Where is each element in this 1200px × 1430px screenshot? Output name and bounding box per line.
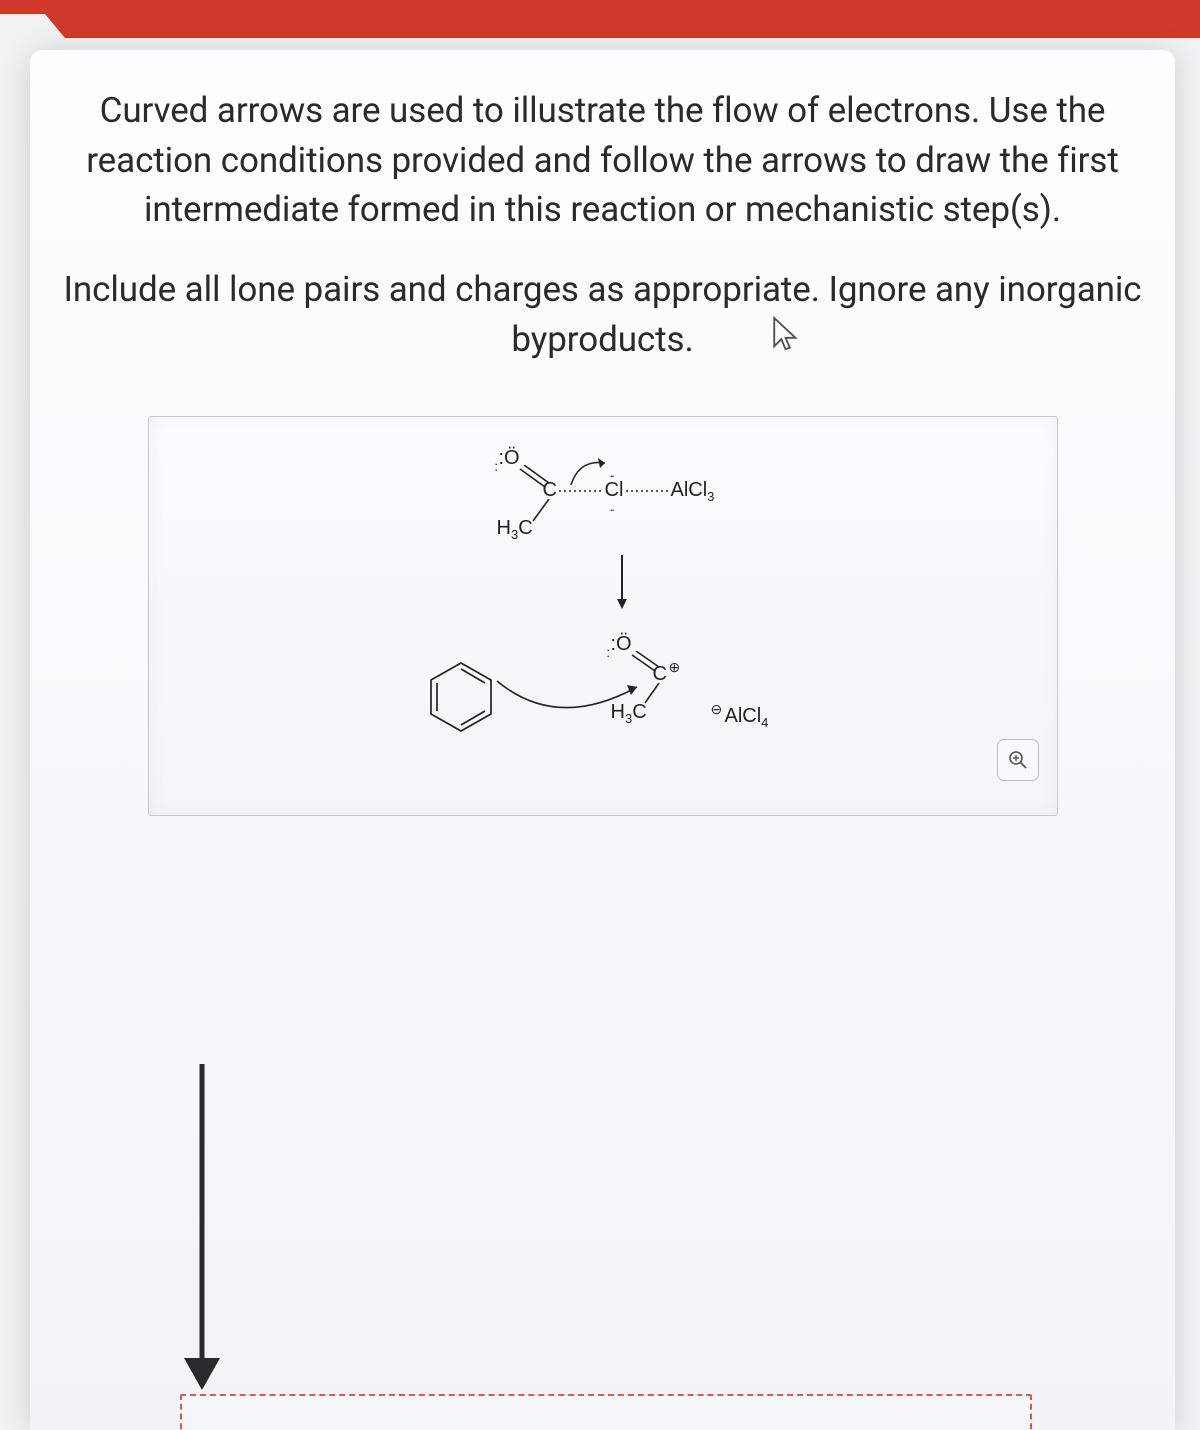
acylium-positive-charge: ⊕ (669, 659, 681, 676)
magnifier-icon (1008, 750, 1028, 770)
reaction-scheme: :Ö : C Cl .. .. AlCl3 (429, 445, 929, 785)
prompt-paragraph-1: Curved arrows are used to illustrate the… (58, 86, 1147, 235)
top-curved-arrow (565, 455, 621, 491)
step-arrow-down (615, 551, 629, 615)
top-oxygen-lonepair-left: : (495, 459, 496, 475)
answer-drop-area[interactable] (180, 1394, 1032, 1430)
top-h3c-label: H3C (497, 517, 533, 542)
acylium-o-lonepair-left: : (607, 645, 608, 661)
top-alcl3-label: AlCl3 (671, 479, 715, 504)
alcl4-negative-charge: ⊖ (711, 701, 723, 718)
top-cl-al-dotted-bond (626, 489, 674, 493)
top-cl-lonepair-bottom: .. (610, 499, 613, 515)
prompt-paragraph-2: Include all lone pairs and charges as ap… (58, 265, 1147, 364)
question-card: Curved arrows are used to illustrate the… (30, 50, 1175, 1430)
mouse-cursor-icon (770, 315, 804, 355)
zoom-button[interactable] (997, 739, 1039, 781)
big-down-arrow (178, 1054, 226, 1394)
alcl4-label: AlCl4 (725, 705, 769, 730)
header-red-bar (0, 0, 1200, 38)
acylium-h3c-label: H3C (611, 701, 647, 726)
reaction-diagram-panel: :Ö : C Cl .. .. AlCl3 (148, 416, 1058, 816)
